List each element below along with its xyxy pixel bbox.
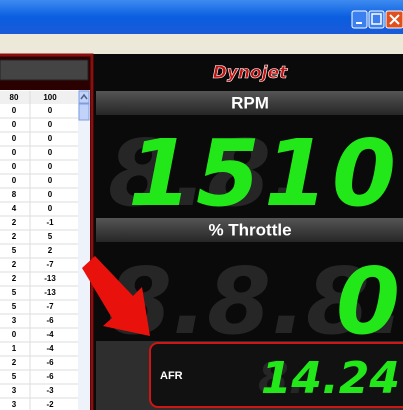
cell: 8 [12,190,17,199]
menu-bar [0,34,403,54]
cell: 0 [12,148,17,157]
cell: 0 [48,106,53,115]
throttle-header [96,218,403,242]
table [0,90,78,410]
cell: -13 [44,274,56,283]
minimize-button[interactable] [351,10,368,29]
afr-ghost: 8. [258,353,305,404]
cell: -6 [46,372,54,381]
throttle-label: % Throttle [208,220,291,239]
cell: 5 [12,288,17,297]
cell: 5 [48,232,53,241]
rpm-value: 1510 [128,120,400,227]
red-arrow [82,256,150,336]
icon [80,93,88,100]
cell: 5 [12,372,17,381]
column-header: 100 [43,93,57,102]
logo: Dynojet [213,63,288,83]
cell: 2 [12,232,17,241]
cell: -2 [46,400,54,409]
afr-label: AFR [160,370,183,382]
icon [371,13,382,25]
cell: 0 [48,134,53,143]
cell: -4 [46,330,54,339]
cell: 2 [12,358,17,367]
cell: -6 [46,316,54,325]
cell: 5 [12,246,17,255]
cell: 0 [48,162,53,171]
cell: 3 [12,316,17,325]
cell: 1 [12,344,17,353]
rpm-header [96,91,403,115]
cell: 2 [12,260,17,269]
header-row [0,91,78,104]
cell: -7 [46,260,54,269]
cell: 0 [12,120,17,129]
cell: -1 [46,218,54,227]
cell: -6 [46,358,54,367]
afr-value: 14.24 [261,353,400,404]
cell: 0 [12,176,17,185]
afr-box [149,342,403,408]
cell: 0 [48,204,53,213]
title-bar [0,0,403,34]
cell: 3 [12,386,17,395]
cell: 4 [12,204,17,213]
cell: 2 [12,218,17,227]
cell: 0 [48,176,53,185]
icon [389,14,400,25]
cell: 0 [12,134,17,143]
cell: -3 [46,386,54,395]
cell: 2 [12,274,17,283]
cell: 0 [48,120,53,129]
scroll-up[interactable] [78,90,90,104]
cell: 0 [12,330,17,339]
cell: -4 [46,344,54,353]
icon [356,22,362,24]
throttle-ghost: 8.8.8.8. [108,248,403,355]
cell: 0 [48,148,53,157]
cell: 0 [12,162,17,171]
cell: 3 [12,400,17,409]
scroll-thumb[interactable] [78,103,90,121]
cell: 0 [12,106,17,115]
cell: -13 [44,288,56,297]
column-header: 80 [10,93,19,102]
rpm-ghost: 8.8. [108,120,306,227]
cell: -7 [46,302,54,311]
cell: 0 [48,190,53,199]
cell: 5 [12,302,17,311]
rpm-label: RPM [231,93,269,112]
table-toolbar [0,59,89,81]
cell: 2 [48,246,53,255]
scrollbar[interactable] [78,90,90,410]
throttle-value: 0 [336,248,400,355]
